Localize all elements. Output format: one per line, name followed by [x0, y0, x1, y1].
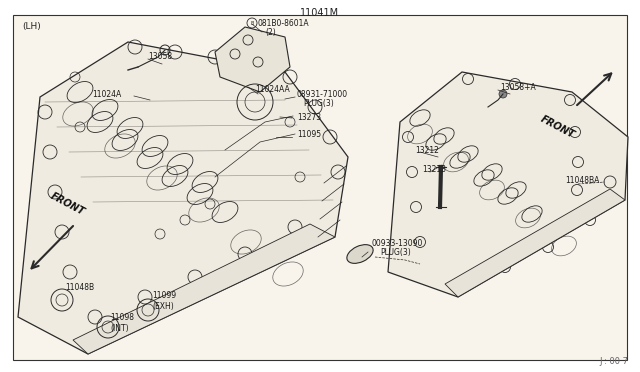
Text: 11048BA: 11048BA — [565, 176, 600, 185]
Text: 13212: 13212 — [415, 145, 439, 154]
Text: FRONT: FRONT — [540, 114, 577, 140]
Text: (LH): (LH) — [22, 22, 41, 31]
Text: FRONT: FRONT — [49, 191, 87, 217]
Text: 11024AA: 11024AA — [255, 84, 290, 93]
Circle shape — [499, 90, 507, 98]
Polygon shape — [215, 27, 290, 92]
Text: 13273: 13273 — [297, 112, 321, 122]
Text: 081B0-8601A: 081B0-8601A — [258, 19, 310, 28]
Polygon shape — [73, 224, 335, 354]
Text: 08931-71000: 08931-71000 — [297, 90, 348, 99]
Text: PLUG(3): PLUG(3) — [303, 99, 333, 108]
Ellipse shape — [347, 245, 373, 263]
Text: J : 00 7: J : 00 7 — [599, 357, 628, 366]
Text: 11041M: 11041M — [300, 8, 340, 18]
Text: 11099: 11099 — [152, 292, 176, 301]
Text: 13058+A: 13058+A — [500, 83, 536, 92]
Text: 00933-13090: 00933-13090 — [372, 240, 424, 248]
Text: (2): (2) — [265, 28, 276, 36]
Text: (INT): (INT) — [110, 324, 129, 333]
Text: 11095: 11095 — [297, 129, 321, 138]
Polygon shape — [388, 72, 628, 297]
Polygon shape — [18, 42, 348, 354]
Text: PLUG(3): PLUG(3) — [380, 248, 411, 257]
Text: 13058: 13058 — [148, 51, 172, 61]
Text: 11098: 11098 — [110, 312, 134, 321]
Text: 11024A: 11024A — [92, 90, 121, 99]
Text: B: B — [250, 20, 253, 26]
Text: 11048B: 11048B — [65, 283, 94, 292]
Text: (EXH): (EXH) — [152, 301, 173, 311]
Polygon shape — [445, 189, 625, 297]
Text: 13213: 13213 — [422, 164, 446, 173]
